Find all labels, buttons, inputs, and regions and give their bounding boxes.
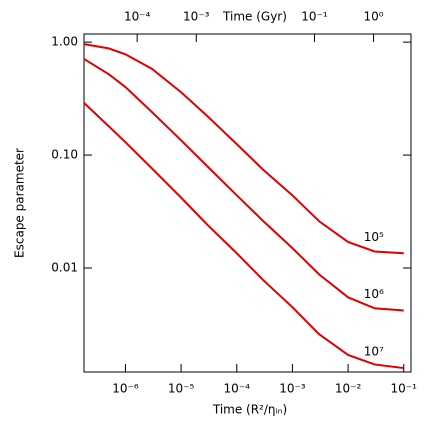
curve (83, 102, 404, 370)
x2-tick-label: 10⁻¹ (301, 10, 328, 24)
curve-label: 10⁶ (364, 287, 384, 301)
y-tick-label: 0.01 (51, 261, 78, 275)
x-tick-label: 10⁻⁴ (224, 382, 251, 396)
y-axis-title: Escape parameter (13, 148, 27, 258)
y-tick-label: 0.10 (51, 148, 78, 162)
x-tick-label: 10⁻² (335, 382, 362, 396)
curve-label: 10⁷ (364, 345, 384, 359)
x-tick-label: 10⁻¹ (391, 382, 418, 396)
x2-axis-title: Time (Gyr) (222, 10, 287, 24)
y-tick-label: 1.00 (51, 35, 78, 49)
x2-tick-label: 10⁻⁴ (124, 10, 151, 24)
x-tick-label: 10⁻⁶ (112, 382, 139, 396)
curve (83, 58, 404, 312)
x2-tick-label: 10⁰ (364, 10, 384, 24)
x2-tick-label: 10⁻³ (183, 10, 210, 24)
x-tick-label: 10⁻⁵ (168, 382, 195, 396)
curve (83, 43, 404, 255)
x-axis-title: Time (R²/ηᵢₙ) (212, 403, 287, 417)
curve-label: 10⁵ (364, 230, 384, 244)
x-tick-label: 10⁻³ (279, 382, 306, 396)
plot-frame (83, 33, 412, 373)
